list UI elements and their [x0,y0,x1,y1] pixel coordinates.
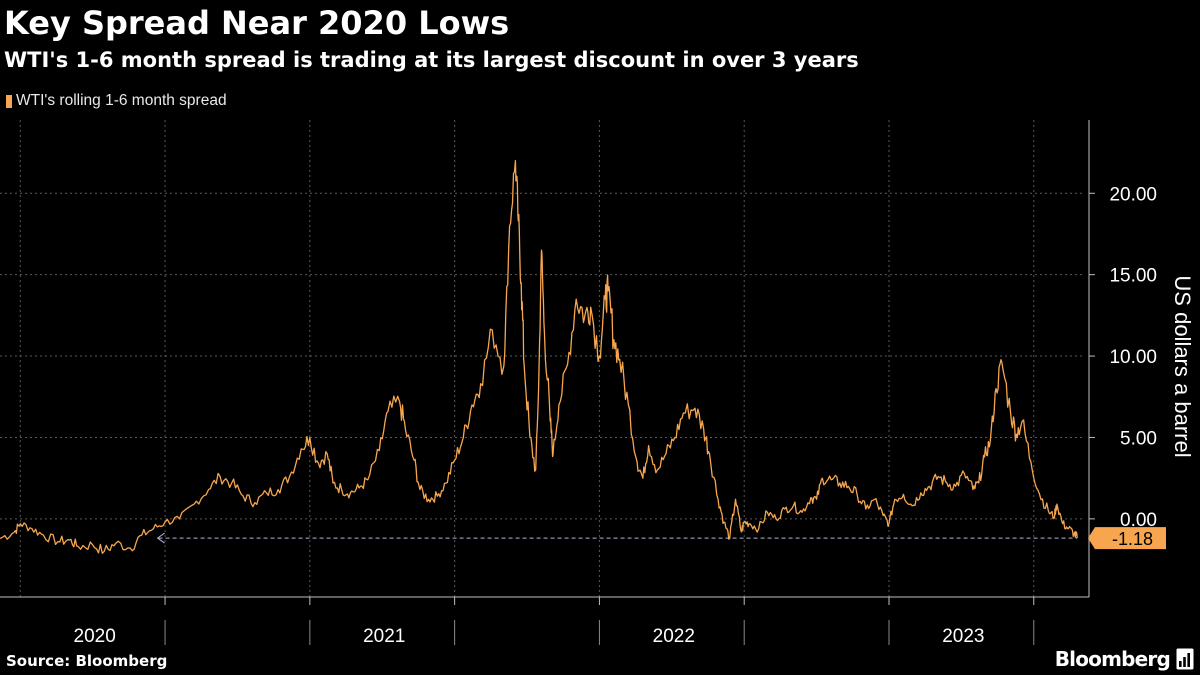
series-line [0,160,1078,554]
x-tick-label: 2020 [74,626,116,647]
y-tick-label: 10.00 [1109,347,1157,368]
y-tick-label: 0.00 [1120,510,1157,531]
brand-logo: Bloomberg [1055,646,1194,672]
bloomberg-terminal-icon [1176,648,1194,670]
series-layer [0,160,1078,554]
x-tick-label: 2022 [653,626,695,647]
x-tick-label: 2023 [942,626,984,647]
source-note: Source: Bloomberg [6,652,168,670]
legend-swatch [6,94,12,108]
annotation-layer: -1.18 [156,527,1166,550]
y-tick-label: 20.00 [1109,184,1157,205]
chart-subtitle: WTI's 1-6 month spread is trading at its… [4,48,859,72]
x-tick-label: 2021 [363,626,405,647]
y-tick-label: 5.00 [1120,428,1157,449]
brand-wordmark: Bloomberg [1054,647,1171,671]
legend-label: WTI's rolling 1-6 month spread [16,92,227,109]
legend: WTI's rolling 1-6 month spread [6,91,227,111]
axis-layer: 0.00 5.00 10.00 15.00 20.00 2020 2021 2022 2023 U… [0,120,1195,647]
reference-arrow [156,532,165,544]
y-tick-label: 15.00 [1109,266,1157,287]
y-axis-title: US dollars a barrel [1170,275,1195,457]
last-value-badge [1088,527,1166,550]
last-value-label: -1.18 [1112,529,1153,549]
chart-title: Key Spread Near 2020 Lows [4,4,510,42]
